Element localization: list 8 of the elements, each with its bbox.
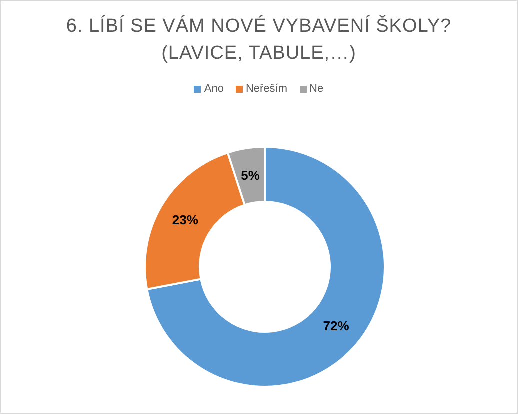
data-label: 23% [172, 212, 199, 228]
data-label: 72% [323, 318, 350, 334]
legend-label: Ne [310, 83, 324, 95]
data-label: 5% [241, 168, 260, 184]
chart-title: 6. LÍBÍ SE VÁM NOVÉ VYBAVENÍ ŠKOLY? (LAVICE, TABULE,…) [65, 14, 453, 66]
legend-label: Neřeším [246, 83, 288, 95]
donut-slice [146, 146, 386, 388]
legend-label: Ano [204, 83, 224, 95]
